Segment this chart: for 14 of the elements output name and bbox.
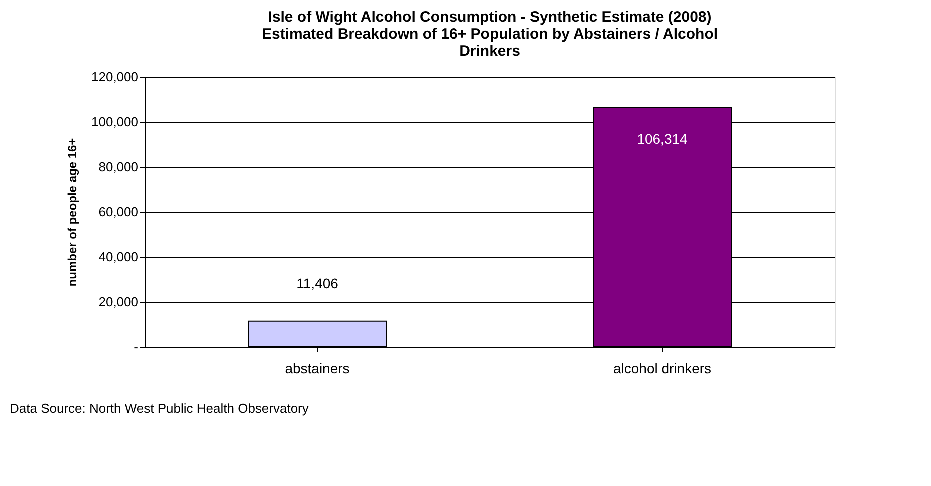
y-tick-label: 120,000 [92,70,138,84]
source-note: Data Source: North West Public Health Observatory [10,401,310,416]
y-axis-title: number of people age 16+ [66,138,80,287]
x-tick-label: abstainers [285,360,350,376]
y-tick-label: 20,000 [98,294,138,310]
y-tick-label: 100,000 [92,114,138,130]
x-tick-label: alcohol drinkers [613,360,712,376]
y-tick-label: - [134,340,138,354]
data-label: 11,406 [296,275,339,292]
y-tick-label: 60,000 [98,204,138,220]
y-tick-label: 80,000 [98,160,138,174]
chart-title: Isle of Wight Alcohol Consumption - Synthetic Estimate (2008) Estimated Breakdown of 16+ Population by Abstainers / Alcohol Drinkers [262,9,718,60]
data-label: 106,314 [637,130,688,147]
y-tick-label: 40,000 [98,250,138,264]
